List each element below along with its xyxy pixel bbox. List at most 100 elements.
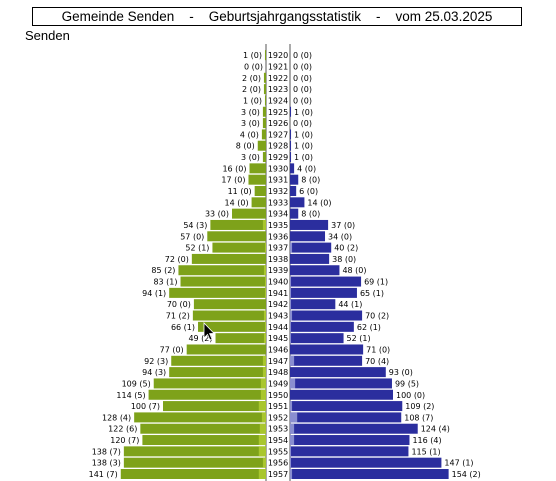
left-value-label: 16 (0) <box>222 164 246 173</box>
left-value-label: 138 (3) <box>92 459 121 468</box>
right-bar <box>290 310 363 321</box>
right-value-label: 100 (0) <box>396 391 425 400</box>
left-bar <box>232 208 266 219</box>
left-bar <box>140 423 266 434</box>
year-label: 1928 <box>268 142 288 151</box>
right-bar <box>290 129 292 140</box>
left-bar <box>215 333 266 344</box>
left-bar <box>262 152 266 163</box>
left-bar <box>207 231 266 242</box>
year-label: 1922 <box>268 74 288 83</box>
year-label: 1936 <box>268 232 288 241</box>
left-bar <box>142 435 266 446</box>
left-bar <box>169 367 266 378</box>
left-bar <box>212 242 266 253</box>
right-value-label: 124 (4) <box>421 425 450 434</box>
right-bar <box>290 333 344 344</box>
left-value-label: 114 (5) <box>116 391 145 400</box>
right-bar <box>290 412 402 423</box>
left-value-label: 0 (0) <box>244 62 263 71</box>
left-value-label: 77 (0) <box>160 345 184 354</box>
year-label: 1941 <box>268 289 288 298</box>
left-value-label: 49 (2) <box>188 334 212 343</box>
left-value-label: 120 (7) <box>110 436 139 445</box>
right-value-label: 37 (0) <box>331 221 355 230</box>
right-bar-sub <box>290 401 293 412</box>
year-label: 1920 <box>268 51 288 60</box>
left-value-label: 33 (0) <box>205 210 229 219</box>
left-value-label: 4 (0) <box>240 130 259 139</box>
right-bar-sub <box>290 412 298 423</box>
left-bar <box>261 129 266 140</box>
right-value-label: 8 (0) <box>301 176 320 185</box>
left-bar-sub <box>262 367 266 378</box>
left-bar-sub <box>263 310 266 321</box>
right-bar <box>290 344 364 355</box>
left-bar <box>198 321 266 332</box>
year-label: 1935 <box>268 221 288 230</box>
left-bar-sub <box>264 276 266 287</box>
left-bar-sub <box>262 457 266 468</box>
left-value-label: 92 (3) <box>144 357 168 366</box>
right-bar-sub <box>290 446 292 457</box>
right-bar <box>290 208 299 219</box>
right-value-label: 1 (0) <box>294 142 313 151</box>
left-bar <box>120 469 267 479</box>
year-label: 1933 <box>268 198 288 207</box>
left-value-label: 52 (1) <box>185 244 209 253</box>
right-value-label: 34 (0) <box>328 232 352 241</box>
right-value-label: 44 (1) <box>338 300 362 309</box>
left-bar <box>264 95 266 106</box>
left-value-label: 57 (0) <box>180 232 204 241</box>
left-bar <box>169 287 266 298</box>
left-value-label: 3 (0) <box>241 108 260 117</box>
left-value-label: 8 (0) <box>236 142 255 151</box>
right-bar-sub <box>290 457 292 468</box>
left-bar <box>263 72 266 83</box>
right-bar <box>290 106 292 117</box>
left-bar <box>180 276 266 287</box>
left-value-label: 17 (0) <box>221 176 245 185</box>
year-label: 1932 <box>268 187 288 196</box>
right-value-label: 0 (0) <box>293 74 312 83</box>
right-value-label: 116 (4) <box>412 436 441 445</box>
right-value-label: 0 (0) <box>293 119 312 128</box>
left-bar <box>186 344 266 355</box>
right-bar-sub <box>290 299 292 310</box>
left-value-label: 94 (3) <box>142 368 166 377</box>
left-value-label: 109 (5) <box>122 379 151 388</box>
year-label: 1938 <box>268 255 288 264</box>
right-bar-sub <box>290 333 292 344</box>
left-value-label: 72 (0) <box>165 255 189 264</box>
right-bar-sub <box>290 276 292 287</box>
right-bar <box>290 401 403 412</box>
left-bar-sub <box>258 469 266 479</box>
year-label: 1955 <box>268 447 288 456</box>
right-bar-sub <box>290 355 295 366</box>
left-bar <box>262 106 266 117</box>
year-label: 1934 <box>268 210 288 219</box>
right-value-label: 108 (7) <box>404 413 433 422</box>
right-value-label: 0 (0) <box>293 96 312 105</box>
right-value-label: 14 (0) <box>307 198 331 207</box>
year-label: 1939 <box>268 266 288 275</box>
left-bar <box>262 118 266 129</box>
left-value-label: 138 (7) <box>92 447 121 456</box>
right-value-label: 0 (0) <box>293 62 312 71</box>
right-value-label: 48 (0) <box>342 266 366 275</box>
left-bar-sub <box>258 435 266 446</box>
right-bar <box>290 355 363 366</box>
right-value-label: 109 (2) <box>405 402 434 411</box>
right-bar <box>290 152 292 163</box>
left-value-label: 66 (1) <box>171 323 195 332</box>
right-value-label: 70 (4) <box>365 357 389 366</box>
left-bar <box>178 265 266 276</box>
left-bar <box>163 401 266 412</box>
left-value-label: 3 (0) <box>241 119 260 128</box>
left-bar-sub <box>264 287 266 298</box>
left-bar <box>251 197 266 208</box>
left-bar <box>254 186 266 196</box>
year-label: 1956 <box>268 459 288 468</box>
right-bar <box>290 321 354 332</box>
year-label: 1950 <box>268 391 288 400</box>
